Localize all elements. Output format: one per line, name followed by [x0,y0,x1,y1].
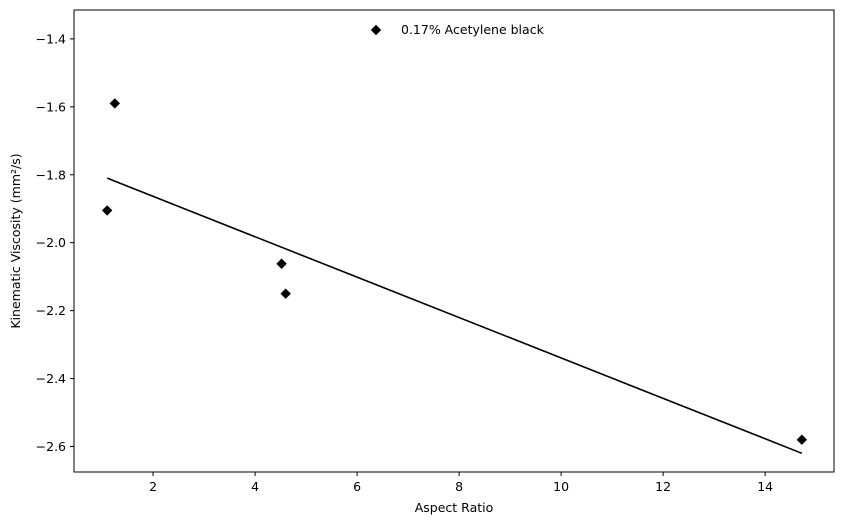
y-tick-label-3: −2.0 [36,235,66,250]
x-axis-label: Aspect Ratio [415,500,494,515]
x-tick-label-12: 12 [655,479,671,494]
y-axis-label: Kinematic Viscosity (mm²/s) [8,153,23,328]
x-tick-label-14: 14 [757,479,773,494]
axes-frame [73,9,835,473]
y-tick-label-1: −2.4 [36,371,66,386]
y-tick-label-0: −2.6 [36,439,66,454]
data-point-2 [109,98,121,109]
legend-marker-diamond [370,24,382,36]
x-tick-label-8: 8 [455,479,463,494]
y-tick-label-6: −1.4 [36,31,66,46]
x-tick-label-10: 10 [553,479,569,494]
x-tick-label-6: 6 [353,479,361,494]
legend: 0.17% Acetylene black [370,22,545,37]
y-tick-label-2: −2.2 [36,303,66,318]
legend-label: 0.17% Acetylene black [401,22,545,37]
plot-area [73,9,835,473]
y-tick-label-4: −1.8 [36,167,66,182]
fit-line [106,177,803,455]
axis-ticks: 2 4 6 8 10 12 14 −2.6 −2.4 −2.2 −2.0 −1.8 −1.6 −1.4 [36,31,774,494]
data-point-1 [101,205,113,216]
x-tick-label-4: 4 [251,479,259,494]
x-tick-label-2: 2 [149,479,157,494]
data-point-3 [276,258,287,269]
y-tick-label-5: −1.6 [36,99,66,114]
data-point-4 [280,288,291,299]
data-point-5 [796,434,808,445]
